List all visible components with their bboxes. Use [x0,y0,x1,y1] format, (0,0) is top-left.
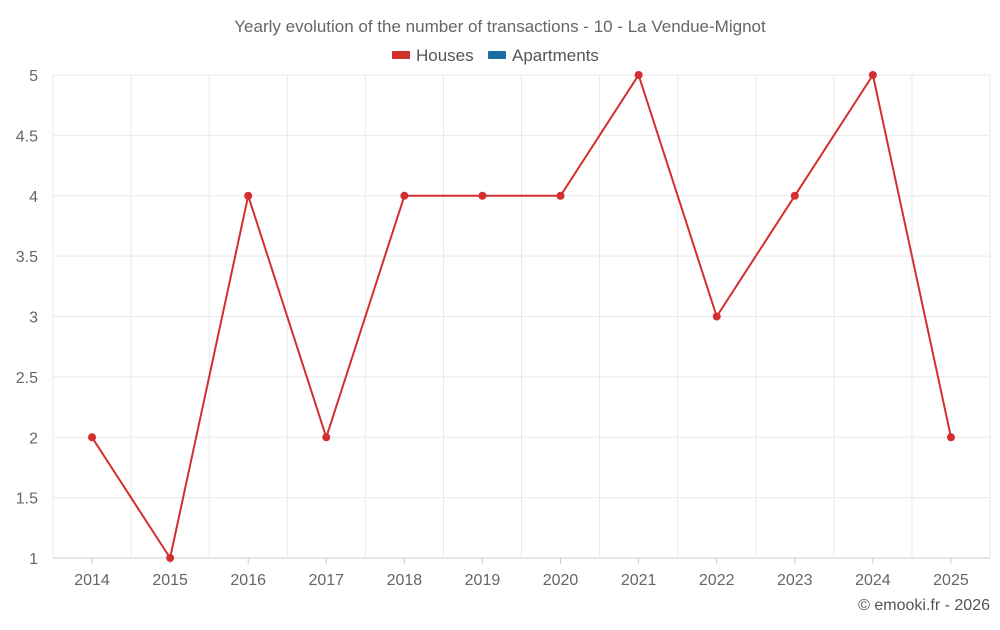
x-tick-label: 2021 [621,572,657,589]
x-tick-label: 2020 [543,572,579,589]
x-tick-label: 2024 [855,572,891,589]
legend-swatch-houses [392,51,410,59]
grid [52,74,991,559]
legend-item-apartments[interactable]: Apartments [488,46,599,65]
x-tick-label: 2018 [387,572,423,589]
data-point-houses[interactable] [166,554,175,562]
legend-item-houses[interactable]: Houses [392,46,474,65]
series-line-houses [91,74,952,559]
y-axis: 1 1.5 2 2.5 3 3.5 4 4.5 5 [16,68,38,568]
series-houses [88,71,955,562]
data-point-houses[interactable] [244,191,253,200]
x-tick-label: 2015 [152,572,188,589]
data-point-houses[interactable] [478,191,487,200]
legend-label-houses: Houses [416,46,474,65]
x-tick-label: 2017 [308,572,344,589]
y-tick-label: 5 [29,68,38,85]
chart-title: Yearly evolution of the number of transa… [234,17,766,36]
data-point-houses[interactable] [790,191,799,200]
legend-label-apartments: Apartments [512,46,599,65]
y-tick-label: 3.5 [16,249,38,266]
x-tick-label: 2025 [933,572,969,589]
y-tick-label: 1 [29,551,38,568]
x-tick-label: 2016 [230,572,266,589]
data-point-houses[interactable] [400,191,409,200]
y-tick-label: 4.5 [16,128,38,145]
y-tick-label: 1.5 [16,491,38,508]
credit-text: © emooki.fr - 2026 [858,597,990,614]
legend-swatch-apartments [488,51,506,59]
data-point-houses[interactable] [712,312,721,321]
x-tick-label: 2014 [74,572,110,589]
x-axis: 2014 2015 2016 2017 2018 2019 2020 2021 2022 2023… [74,558,969,589]
x-tick-label: 2019 [465,572,501,589]
y-tick-label: 3 [29,310,38,327]
y-tick-label: 2.5 [16,370,38,387]
y-tick-label: 4 [29,189,38,206]
data-point-houses[interactable] [868,71,877,79]
data-point-houses[interactable] [322,433,331,442]
legend: Houses Apartments [392,46,599,65]
data-point-houses[interactable] [946,433,955,442]
x-tick-label: 2022 [699,572,735,589]
data-point-houses[interactable] [88,433,97,442]
data-point-houses[interactable] [634,71,643,79]
data-point-houses[interactable] [556,191,565,200]
y-tick-label: 2 [29,430,38,447]
x-tick-label: 2023 [777,572,813,589]
